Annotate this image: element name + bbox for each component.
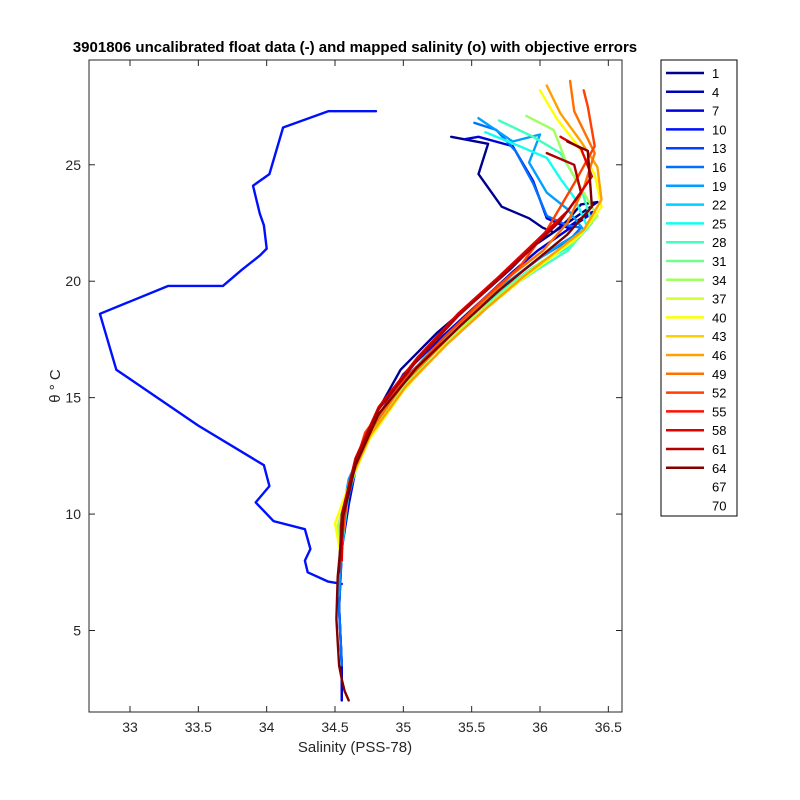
series-line-7: [340, 119, 594, 544]
legend-label: 16: [712, 160, 726, 175]
legend-label: 43: [712, 329, 726, 344]
legend-label: 19: [712, 179, 726, 194]
x-tick-label: 35.5: [458, 719, 485, 735]
legend-label: 13: [712, 141, 726, 156]
legend-label: 49: [712, 367, 726, 382]
x-axis-ticks: 33 33.5 34 34.5 35 35.5 36 36.5: [122, 60, 622, 735]
x-axis-label: Salinity (PSS-78): [298, 739, 412, 756]
y-tick-label: 10: [65, 506, 81, 522]
legend-label: 22: [712, 198, 726, 213]
y-axis-ticks: 5 10 15 20 25: [65, 157, 622, 639]
chart-title: 3901806 uncalibrated float data (-) and …: [73, 39, 637, 56]
series-layer: [98, 79, 603, 702]
legend-label: 37: [712, 292, 726, 307]
series-line-1: [98, 110, 378, 586]
legend-label: 10: [712, 122, 726, 137]
legend-label: 28: [712, 235, 726, 250]
series-line-8: [336, 114, 599, 562]
legend-label: 52: [712, 386, 726, 401]
x-tick-label: 34.5: [321, 719, 348, 735]
series-line-15: [335, 140, 594, 702]
y-tick-label: 15: [65, 390, 81, 406]
y-tick-label: 5: [73, 623, 81, 639]
series-line-10: [340, 84, 603, 539]
legend-label: 64: [712, 461, 726, 476]
legend: 1 4 7 10 13 16 19 22 25 28 31 34 37 40 43 46 49 52 55 58 61 6…: [660, 59, 738, 517]
legend-label: 70: [712, 498, 726, 513]
plot-frame: [88, 59, 623, 713]
x-tick-label: 33: [122, 719, 138, 735]
legend-label: 46: [712, 348, 726, 363]
legend-label: 7: [712, 104, 719, 119]
legend-label: 25: [712, 216, 726, 231]
series-line-4: [337, 121, 583, 667]
legend-label: 34: [712, 273, 726, 288]
series-line-5: [337, 117, 585, 597]
x-tick-label: 36: [532, 719, 548, 735]
y-axis-label: θ ° C: [47, 369, 64, 403]
legend-label: 67: [712, 480, 726, 495]
x-tick-label: 33.5: [185, 719, 212, 735]
legend-label: 4: [712, 85, 719, 100]
y-tick-label: 20: [65, 273, 81, 289]
legend-label: 40: [712, 310, 726, 325]
legend-label: 55: [712, 404, 726, 419]
series-line-13: [340, 135, 594, 562]
x-tick-label: 35: [396, 719, 412, 735]
legend-label: 61: [712, 442, 726, 457]
legend-label: 1: [712, 66, 719, 81]
x-tick-label: 34: [259, 719, 275, 735]
legend-label: 58: [712, 423, 726, 438]
series-line-14: [337, 151, 583, 574]
x-tick-label: 36.5: [595, 719, 622, 735]
y-tick-label: 25: [65, 157, 81, 173]
legend-box: [660, 59, 738, 517]
legend-label: 31: [712, 254, 726, 269]
